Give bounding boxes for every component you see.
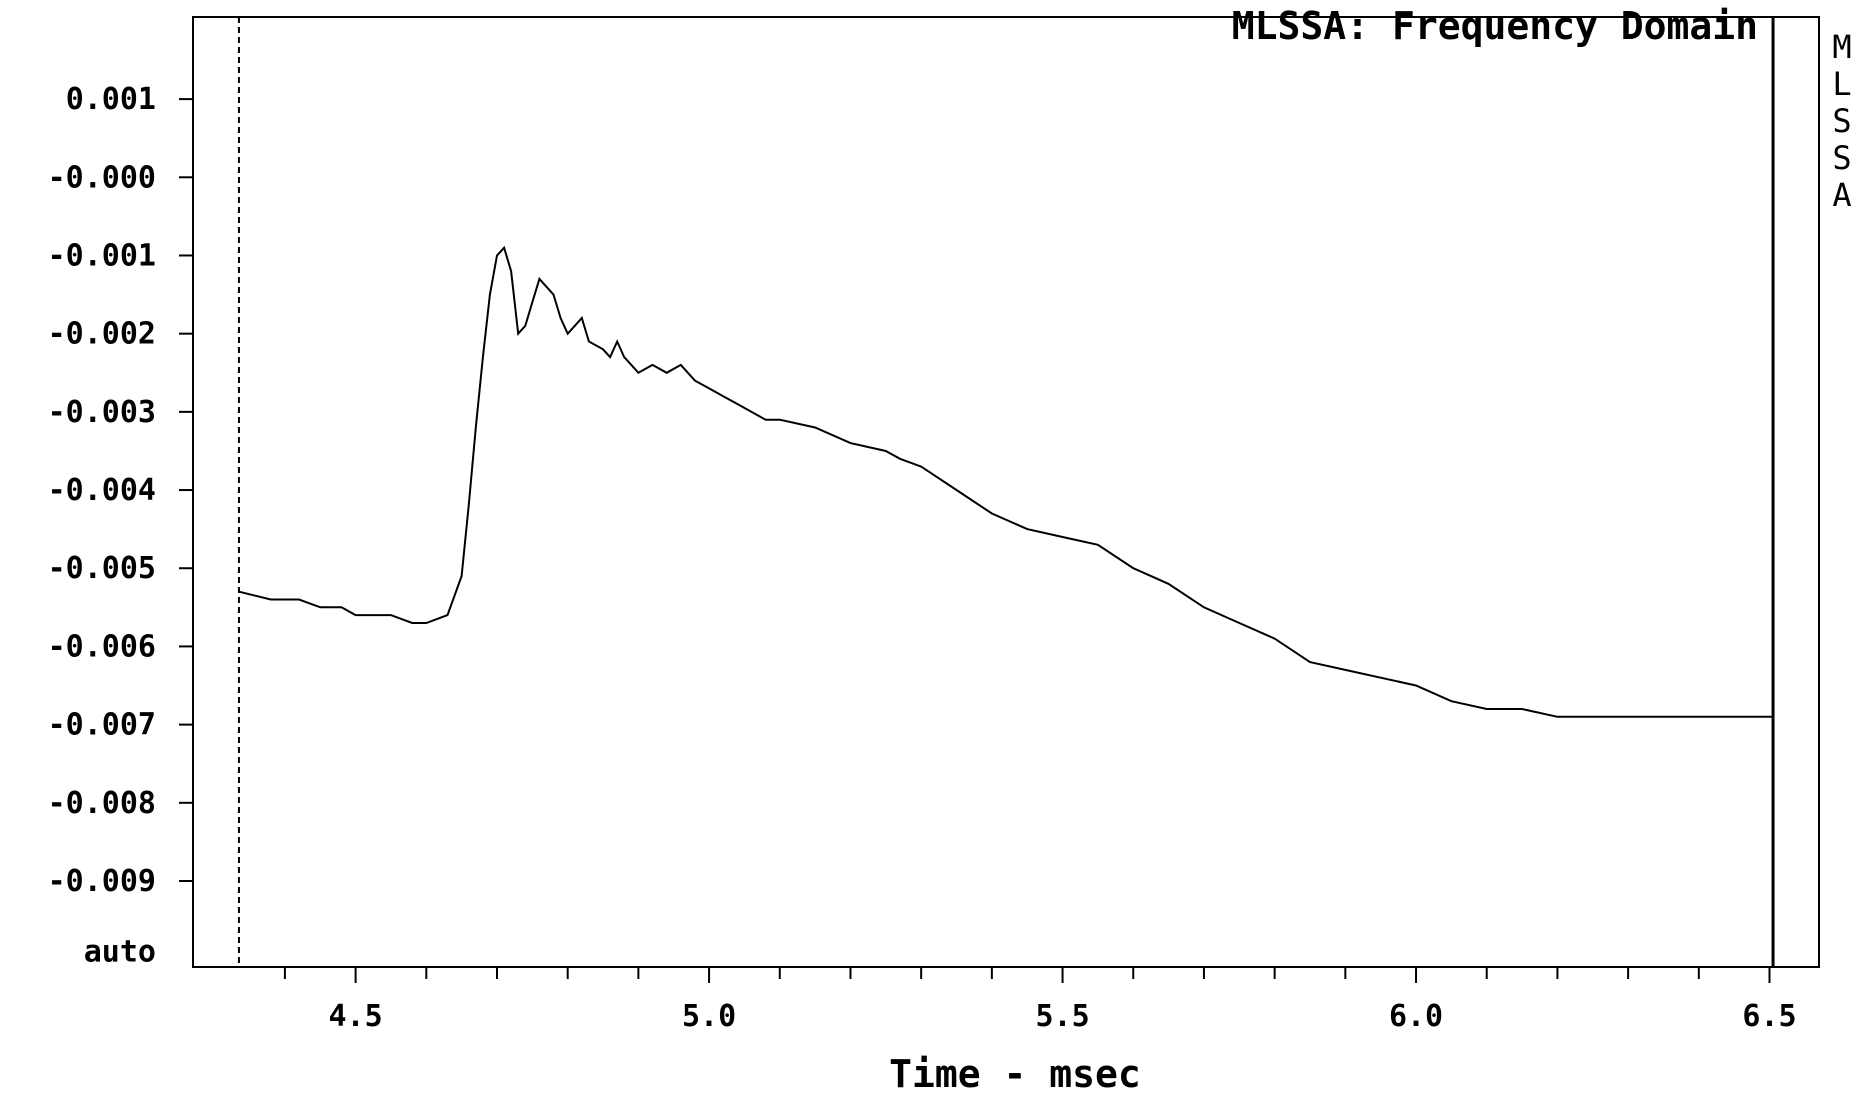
y-tick-label: -0.006	[48, 629, 156, 664]
chart-title: MLSSA: Frequency Domain	[1232, 4, 1758, 48]
x-tick-label: 5.5	[1035, 999, 1089, 1034]
x-tick-label: 5.0	[682, 999, 736, 1034]
y-tick-label: -0.008	[48, 786, 156, 821]
y-axis-auto-label: auto	[84, 934, 156, 969]
x-tick-label: 6.0	[1389, 999, 1443, 1034]
y-tick-label: 0.001	[66, 82, 156, 117]
y-tick-label: -0.004	[48, 473, 156, 508]
x-tick-label: 4.5	[329, 999, 383, 1034]
plot-frame	[192, 16, 1820, 968]
y-tick-label: -0.009	[48, 864, 156, 899]
y-tick-label: -0.007	[48, 708, 156, 743]
x-axis-title: Time - msec	[889, 1052, 1141, 1094]
series-line	[238, 245, 1773, 718]
y-tick-label: -0.000	[48, 160, 156, 195]
side-label-letter: S	[1832, 139, 1851, 177]
side-label: MLSSA	[1832, 28, 1851, 214]
x-tick-label: 6.5	[1742, 999, 1796, 1034]
side-label-letter: M	[1832, 28, 1851, 66]
x-axis: 4.5 5.0 5.5 6.0 6.5	[283, 967, 1797, 1034]
y-tick-label: -0.005	[48, 551, 156, 586]
y-axis: 0.001 -0.000 -0.001 -0.002 -0.003 -0.004 -0.00…	[48, 82, 193, 899]
side-label-letter: L	[1832, 65, 1851, 103]
y-tick-label: -0.003	[48, 395, 156, 430]
y-tick-label: -0.001	[48, 238, 156, 273]
side-label-letter: S	[1832, 102, 1851, 140]
side-label-letter: A	[1832, 176, 1851, 214]
y-tick-label: -0.002	[48, 317, 156, 352]
